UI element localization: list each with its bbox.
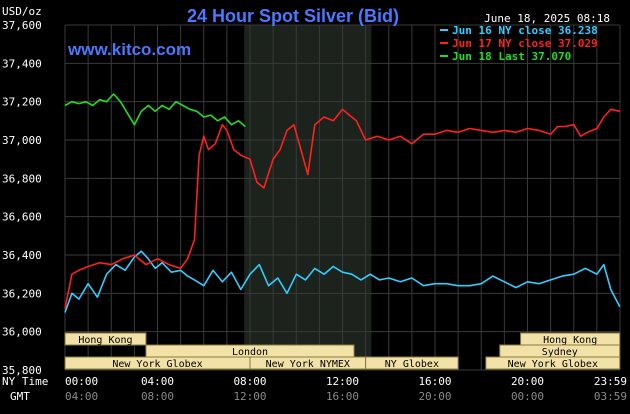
x-tick-label-ny: 23:59 bbox=[594, 375, 627, 388]
y-tick-label: 37,600 bbox=[2, 19, 42, 32]
session-label: New York Globex bbox=[508, 359, 598, 370]
x-tick-label-gmt: 16:00 bbox=[326, 390, 359, 403]
x-row-label-gmt: GMT bbox=[10, 390, 30, 403]
y-tick-label: 37,000 bbox=[2, 134, 42, 147]
x-tick-label-gmt: 00:00 bbox=[511, 390, 544, 403]
session-label: New York NYMEX bbox=[266, 359, 350, 370]
series-line bbox=[64, 108, 620, 309]
session-label: New York Globex bbox=[112, 359, 202, 370]
session-label: Sydney bbox=[542, 347, 578, 358]
y-tick-label: 36,400 bbox=[2, 249, 42, 262]
y-tick-label: 37,200 bbox=[2, 96, 42, 109]
timestamp: June 18, 2025 08:18 bbox=[484, 12, 610, 25]
chart-title: 24 Hour Spot Silver (Bid) bbox=[187, 6, 399, 26]
x-tick-label-gmt: 12:00 bbox=[233, 390, 266, 403]
y-tick-label: 37,400 bbox=[2, 57, 42, 70]
x-tick-label-ny: 04:00 bbox=[141, 375, 174, 388]
x-tick-label-ny: 16:00 bbox=[418, 375, 451, 388]
x-tick-label-gmt: 08:00 bbox=[141, 390, 174, 403]
y-axis-unit: USD/oz bbox=[2, 5, 42, 18]
series-layer bbox=[64, 93, 621, 313]
y-tick-label: 36,600 bbox=[2, 211, 42, 224]
session-label: Hong Kong bbox=[543, 335, 597, 346]
session-bar bbox=[365, 356, 459, 370]
session-bar bbox=[64, 332, 147, 346]
nymex-highlight-window bbox=[244, 25, 372, 370]
y-tick-label: 36,000 bbox=[2, 326, 42, 339]
legend-entry: Jun 16 NY close 36.238 bbox=[452, 24, 598, 37]
x-tick-label-ny: 00:00 bbox=[65, 375, 98, 388]
legend-entry: Jun 17 NY close 37.029 bbox=[452, 37, 598, 50]
x-row-label-ny: NY Time bbox=[2, 375, 48, 388]
legend-entry: Jun 18 Last 37.070 bbox=[452, 50, 571, 63]
x-tick-label-gmt: 20:00 bbox=[418, 390, 451, 403]
session-label: London bbox=[232, 347, 268, 358]
session-bar bbox=[485, 356, 621, 370]
session-label: NY Globex bbox=[385, 359, 439, 370]
y-tick-label: 36,800 bbox=[2, 172, 42, 185]
x-tick-label-gmt: 03:59 bbox=[594, 390, 627, 403]
x-tick-label-ny: 20:00 bbox=[511, 375, 544, 388]
series-line bbox=[64, 93, 246, 128]
grid-layer bbox=[64, 24, 621, 371]
x-tick-label-ny: 08:00 bbox=[233, 375, 266, 388]
y-tick-label: 36,200 bbox=[2, 287, 42, 300]
axis-labels: 37,600 37,400 37,200 37,000 36,800 36,600 36,4… bbox=[2, 19, 627, 403]
session-label: Hong Kong bbox=[78, 335, 132, 346]
y-tick-label: 35,800 bbox=[2, 364, 42, 377]
x-tick-label-ny: 12:00 bbox=[326, 375, 359, 388]
series-line bbox=[64, 250, 621, 313]
kitco-watermark: www.kitco.com bbox=[67, 40, 191, 59]
x-tick-label-gmt: 04:00 bbox=[65, 390, 98, 403]
